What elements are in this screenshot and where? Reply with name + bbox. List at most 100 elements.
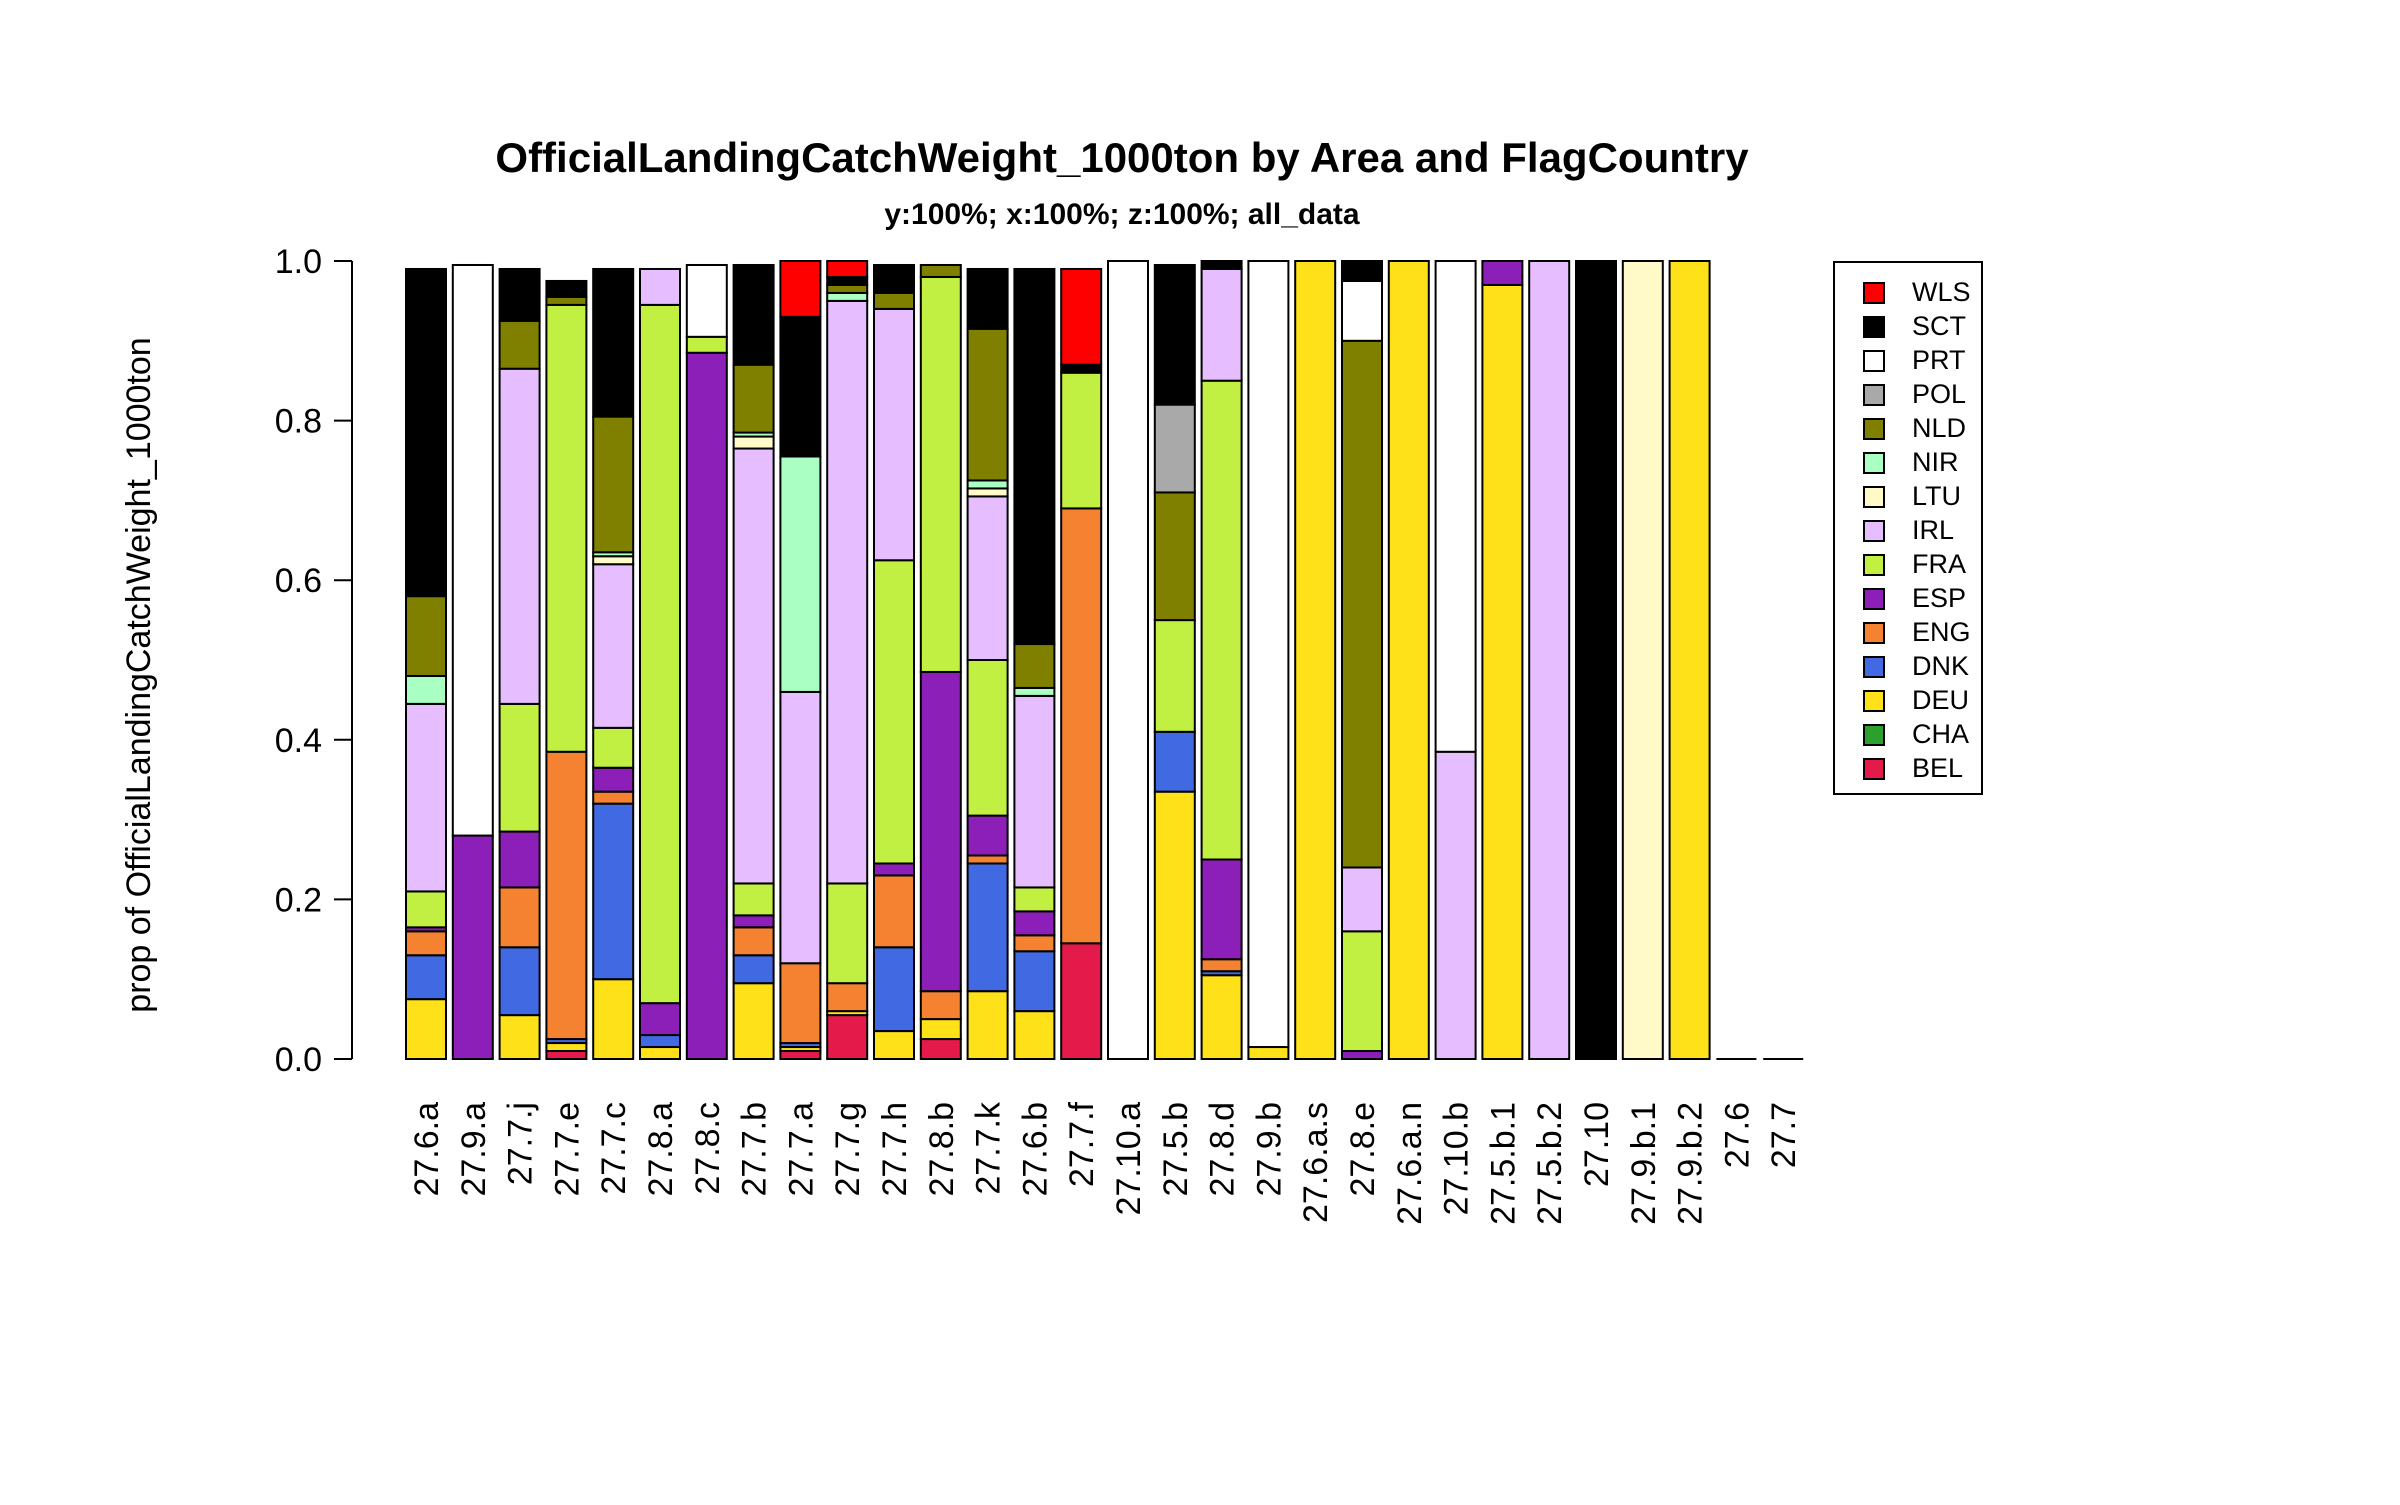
bar-segment-27.10.b-PRT: [1434, 260, 1477, 753]
bar-segment-27.6.a-NIR: [405, 674, 447, 705]
x-tick-label-27.10.b: 27.10.b: [1438, 1102, 1476, 1215]
x-tick-label-27.7.j: 27.7.j: [502, 1102, 540, 1185]
bar-segment-27.8.a-ESP: [639, 1002, 681, 1037]
bar-segment-27.7.e-FRA: [545, 303, 588, 753]
bar-segment-27.9.b.1-LTU: [1621, 260, 1664, 1060]
bar-segment-27.7.k-NLD: [966, 327, 1009, 482]
bar-segment-27.7.k-ESP: [966, 814, 1009, 857]
bar-segment-27.7.g-ENG: [826, 982, 869, 1013]
legend-swatch-WLS: [1863, 282, 1885, 304]
bar-segment-27.7.j-SCT: [498, 267, 541, 322]
x-tick-label-27.7.h: 27.7.h: [876, 1102, 914, 1197]
bar-segment-27.7.h-IRL: [873, 307, 915, 562]
bar-segment-27.7.k-ENG: [966, 854, 1009, 865]
bar-segment-27.7.c-IRL: [592, 563, 635, 729]
bar-segment-27.7.b-ENG: [732, 926, 775, 957]
bar-segment-27.7.j-DEU: [498, 1014, 541, 1060]
bar-segment-27.7.j-ENG: [498, 886, 541, 949]
bar-segment-27.6.a-DEU: [405, 998, 447, 1061]
bar-segment-27.8.d-FRA: [1200, 379, 1243, 861]
bar-segment-27.7.f-WLS: [1060, 267, 1103, 366]
legend-label-SCT: SCT: [1912, 311, 1966, 341]
legend-label-NLD: NLD: [1912, 413, 1966, 443]
bar-segment-27.7.g-WLS: [826, 260, 869, 278]
bar-segment-27.7.b-SCT: [732, 263, 775, 366]
legend-swatch-IRL: [1863, 520, 1885, 542]
x-tick-label-27.6.a.s: 27.6.a.s: [1297, 1102, 1335, 1223]
bar-segment-27.7.f-SCT: [1060, 363, 1103, 374]
bar-segment-27.7.c-ESP: [592, 766, 635, 793]
bar-segment-27.7.j-FRA: [498, 702, 541, 833]
bar-segment-27.7.c-ENG: [592, 790, 635, 805]
bar-segment-27.8.e-NLD: [1341, 339, 1383, 869]
y-tick-label-0.8: 0.8: [275, 403, 322, 441]
x-tick-label-27.8.b: 27.8.b: [923, 1102, 961, 1197]
bar-segment-27.5.b-NLD: [1153, 491, 1196, 622]
x-axis: 27.6.a 27.9.a 27.7.j 27.7.e 27.7.c 27.8.a 27.8…: [408, 1101, 1803, 1225]
legend-swatch-CHA: [1863, 724, 1885, 746]
bar-segment-27.7.b-DEU: [732, 982, 775, 1060]
bar-segment-27.7.k-IRL: [966, 495, 1009, 661]
bar-segment-27.8.e-PRT: [1341, 279, 1383, 342]
bar-segment-27.7.e-BEL: [545, 1050, 588, 1061]
bars-layer: [405, 260, 1804, 1061]
bar-segment-27.7.b-LTU: [732, 435, 775, 450]
x-tick-label-27.5.b.2: 27.5.b.2: [1531, 1102, 1569, 1225]
bar-segment-27.8.b-ESP: [919, 670, 962, 993]
bar-segment-27.7.c-FRA: [592, 726, 635, 769]
bar-segment-27.10-SCT: [1575, 260, 1617, 1060]
bar-segment-27.8.a-DEU: [639, 1046, 681, 1061]
bar-segment-27.8.c-FRA: [685, 335, 728, 354]
bar-segment-27.6.b-NLD: [1013, 643, 1056, 689]
bar-segment-27.6.b-DNK: [1013, 950, 1056, 1013]
bar-segment-27.6.b-SCT: [1013, 267, 1056, 646]
bar-segment-27.7.f-BEL: [1060, 942, 1103, 1060]
bar-segment-27.6.a-NLD: [405, 595, 447, 677]
legend-swatch-NIR: [1863, 452, 1885, 474]
bar-segment-27.7.a-IRL: [779, 690, 822, 965]
legend-label-DNK: DNK: [1912, 651, 1969, 681]
x-tick-label-27.8.e: 27.8.e: [1344, 1102, 1382, 1197]
x-tick-label-27.5.b.1: 27.5.b.1: [1484, 1102, 1522, 1225]
legend-label-CHA: CHA: [1912, 719, 1969, 749]
legend-swatch-LTU: [1863, 486, 1885, 508]
bar-segment-27.8.b-NLD: [919, 263, 962, 278]
y-tick-label-1.0: 1.0: [275, 243, 322, 281]
bar-segment-27.7.c-DNK: [592, 802, 635, 981]
chart-subtitle: y:100%; x:100%; z:100%; all_data: [884, 198, 1360, 231]
x-tick-label-27.8.a: 27.8.a: [642, 1102, 680, 1197]
bar-segment-27.6.a-SCT: [405, 267, 447, 598]
bar-segment-27.7.c-DEU: [592, 978, 635, 1061]
bar-segment-27.5.b-POL: [1153, 403, 1196, 494]
bar-segment-27.7.f-FRA: [1060, 371, 1103, 510]
bar-segment-27.8.b-ENG: [919, 990, 962, 1021]
bar-segment-27.8.d-ENG: [1200, 958, 1243, 973]
bar-segment-27.8.d-IRL: [1200, 267, 1243, 382]
bar-segment-27.7.h-NLD: [873, 291, 915, 310]
legend-label-BEL: BEL: [1912, 753, 1963, 783]
bar-segment-27.7.a-NIR: [779, 455, 822, 693]
bar-segment-27.7.b-NLD: [732, 363, 775, 434]
y-tick-label-0.2: 0.2: [275, 881, 322, 919]
x-tick-label-27.10: 27.10: [1578, 1102, 1616, 1187]
bar-segment-27.6.a-FRA: [405, 890, 447, 929]
legend-box: [1833, 261, 1983, 795]
bar-segment-27.7.h-ESP: [873, 862, 915, 877]
bar-segment-27.8.b-BEL: [919, 1038, 962, 1061]
legend-label-IRL: IRL: [1912, 515, 1954, 545]
x-tick-label-27.6.b: 27.6.b: [1016, 1102, 1054, 1197]
bar-segment-27.5.b-FRA: [1153, 619, 1196, 733]
legend-swatch-DEU: [1863, 690, 1885, 712]
bar-segment-27.7.g-FRA: [826, 882, 869, 985]
legend-swatch-POL: [1863, 384, 1885, 406]
bar-segment-27.7.g-SCT: [826, 275, 869, 286]
legend-label-NIR: NIR: [1912, 447, 1959, 477]
x-tick-label-27.7.e: 27.7.e: [548, 1102, 586, 1197]
x-tick-label-27.5.b: 27.5.b: [1157, 1102, 1195, 1197]
bar-segment-27.7.j-IRL: [498, 367, 541, 705]
bar-segment-27.7.a-WLS: [779, 260, 822, 318]
bar-segment-27.8.b-DEU: [919, 1018, 962, 1041]
bar-segment-27.6.a.n-DEU: [1387, 260, 1430, 1060]
legend-swatch-FRA: [1863, 554, 1885, 576]
